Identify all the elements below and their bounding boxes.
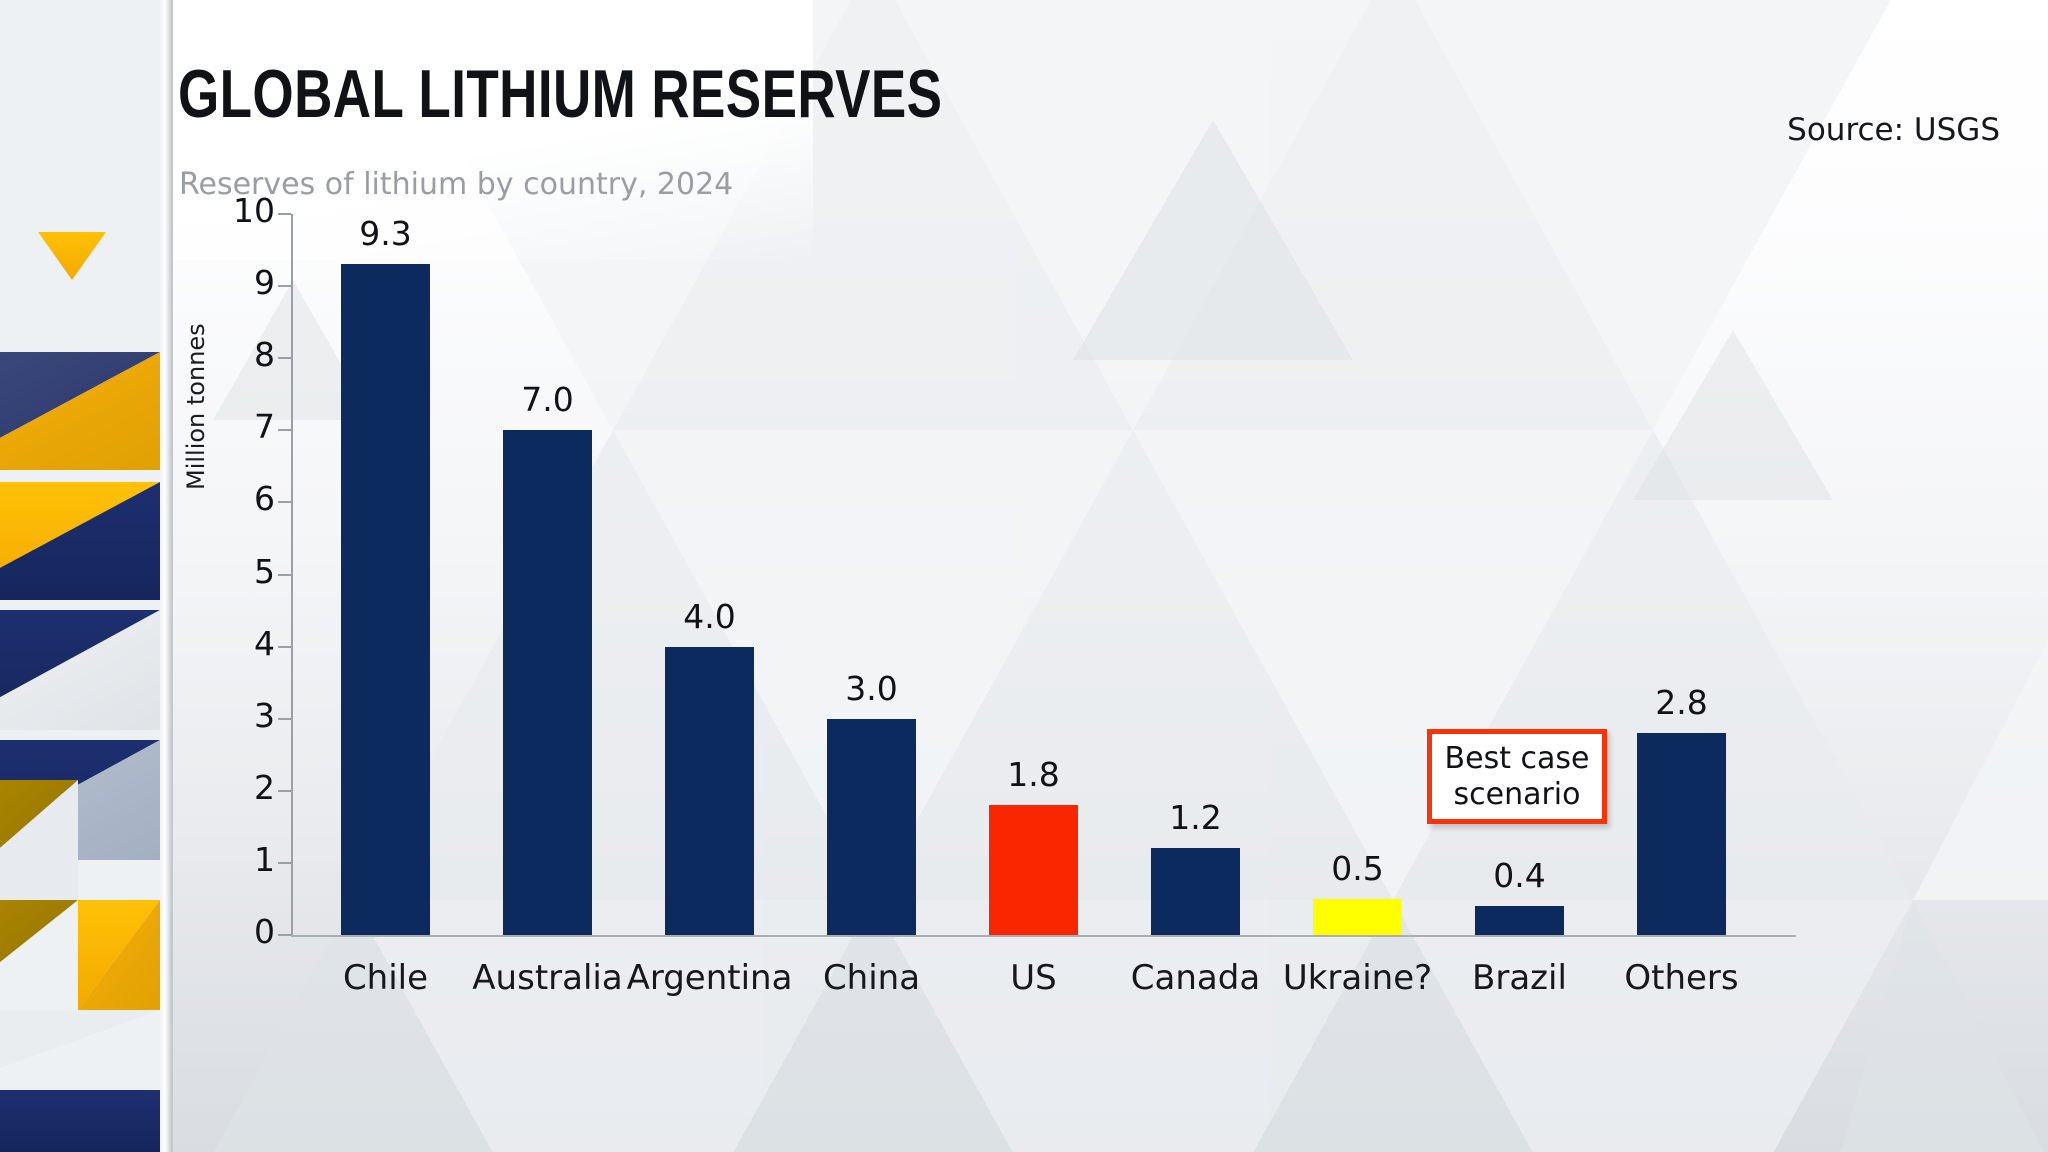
source-label: Source: USGS bbox=[1787, 112, 2000, 148]
y-tick-mark bbox=[278, 501, 291, 504]
y-tick-mark bbox=[278, 213, 291, 215]
y-tick-mark bbox=[278, 789, 291, 792]
bar-value-label: 3.0 bbox=[845, 668, 898, 708]
y-tick-label: 10 bbox=[233, 191, 275, 230]
bar-ukraine[interactable] bbox=[1313, 898, 1402, 935]
y-tick-label: 2 bbox=[254, 767, 275, 807]
bar-value-label: 1.8 bbox=[1007, 755, 1060, 795]
bars-container: 9.3 7.0 4.0 3.0 1.8 1.2 0.5 0.4 2.8 bbox=[341, 214, 1726, 935]
page-subtitle: Reserves of lithium by country, 2024 bbox=[179, 167, 734, 202]
rail-divider-line bbox=[171, 0, 173, 1152]
y-tick-mark bbox=[278, 285, 291, 288]
bar-value-label: 2.8 bbox=[1655, 683, 1708, 723]
x-category-label: Canada bbox=[1130, 958, 1261, 998]
x-category-label: Others bbox=[1624, 958, 1739, 998]
bar-value-label: 1.2 bbox=[1169, 798, 1222, 838]
background-triangle-pattern bbox=[213, 0, 2048, 1152]
y-tick-mark bbox=[278, 717, 291, 720]
rail-edge-highlight bbox=[160, 0, 172, 1152]
y-tick-label: 9 bbox=[254, 263, 275, 303]
y-tick-mark bbox=[278, 357, 291, 360]
x-category-label: Argentina bbox=[626, 958, 793, 998]
bar-china[interactable] bbox=[827, 718, 916, 935]
bar-value-label: 9.3 bbox=[359, 214, 412, 254]
y-tick-mark bbox=[278, 429, 291, 432]
annotation-line-1: Best case bbox=[1444, 741, 1590, 777]
x-category-label: Brazil bbox=[1472, 958, 1567, 998]
y-tick-label: 3 bbox=[254, 695, 275, 735]
bar-canada[interactable] bbox=[1151, 848, 1240, 935]
y-tick-label: 4 bbox=[254, 623, 275, 663]
best-case-annotation[interactable]: Best case scenario bbox=[1427, 729, 1607, 824]
x-axis-line bbox=[291, 935, 1796, 937]
y-tick-mark bbox=[278, 934, 291, 936]
bar-chile[interactable] bbox=[341, 264, 430, 935]
chart-background-panel bbox=[173, 0, 2048, 1152]
y-tick-label: 1 bbox=[254, 839, 275, 879]
y-tick-label: 6 bbox=[254, 479, 275, 519]
bar-brazil[interactable] bbox=[1475, 906, 1564, 935]
bar-others[interactable] bbox=[1637, 733, 1726, 935]
x-category-label: Chile bbox=[342, 958, 429, 998]
x-category-label: Australia bbox=[472, 958, 623, 998]
bar-chart: Million tonnes 10 9 8 7 6 5 4 3 2 1 0 9.3 7.0 4.0 3.0… bbox=[170, 0, 1796, 1152]
bar-value-label: 0.4 bbox=[1493, 856, 1546, 896]
header-white-fade bbox=[173, 0, 813, 260]
y-tick-label: 7 bbox=[254, 407, 275, 447]
annotation-line-2: scenario bbox=[1453, 776, 1581, 812]
y-tick-label: 0 bbox=[254, 912, 275, 951]
decorative-side-rail bbox=[0, 0, 172, 1152]
x-category-label: China bbox=[822, 958, 921, 998]
bar-value-label: 7.0 bbox=[521, 380, 574, 420]
x-category-label: US bbox=[1010, 958, 1057, 998]
bar-us[interactable] bbox=[989, 805, 1078, 935]
y-tick-mark bbox=[278, 645, 291, 648]
y-tick-mark bbox=[278, 573, 291, 576]
bar-argentina[interactable] bbox=[665, 646, 754, 935]
bar-value-label: 4.0 bbox=[683, 596, 736, 636]
y-tick-label: 8 bbox=[254, 335, 275, 375]
rail-triangle-graphics bbox=[0, 0, 172, 1152]
x-category-label: Ukraine? bbox=[1282, 958, 1433, 998]
page-title: GLOBAL LITHIUM RESERVES bbox=[178, 56, 943, 132]
bar-australia[interactable] bbox=[503, 430, 592, 935]
y-axis-ticks: 10 9 8 7 6 5 4 3 2 1 0 bbox=[170, 0, 291, 1152]
y-tick-label: 5 bbox=[254, 551, 275, 591]
bar-value-label: 0.5 bbox=[1331, 848, 1384, 888]
y-axis-line bbox=[291, 214, 293, 936]
y-tick-mark bbox=[278, 861, 291, 864]
